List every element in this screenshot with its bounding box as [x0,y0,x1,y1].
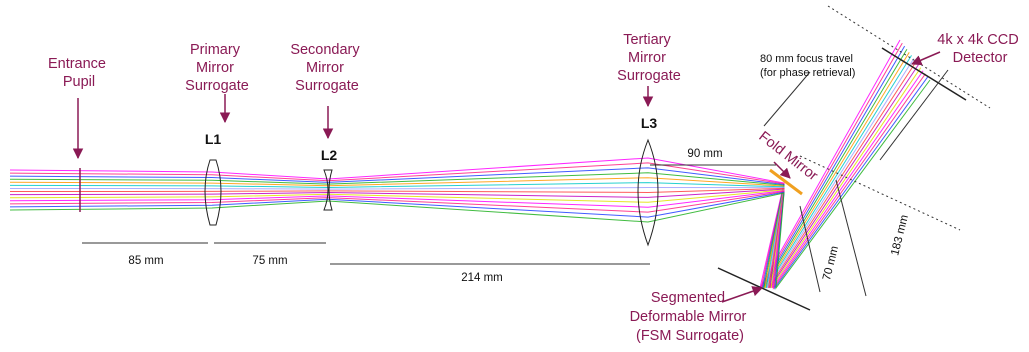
dimension-90mm: 90 mm [687,148,722,160]
focus-travel-dotted-top [827,5,991,109]
entrance-pupil-label: Entrance Pupil [48,56,110,90]
dimension-214mm: 214 mm [461,272,503,284]
lens-l1 [204,159,222,226]
focus-travel-label: 80 mm focus travel (for phase retrieval) [760,53,856,79]
ray [9,73,926,290]
fold-mirror [769,168,803,196]
dimension-75mm: 75 mm [252,255,287,267]
ray [9,52,910,289]
primary-mirror-surrogate-label: Primary Mirror Surrogate [185,42,249,94]
dimension-85mm: 85 mm [128,255,163,267]
tertiary-mirror-surrogate-label: Tertiary Mirror Surrogate [617,32,681,84]
lens-l3-label: L3 [641,115,658,131]
ray [9,58,915,289]
lens-l2 [323,169,333,211]
detector-label: 4k x 4k CCD Detector [937,32,1022,66]
ray [9,55,912,289]
lens-l2-label: L2 [321,147,338,163]
ray-bundle [9,39,931,290]
ray [9,48,908,289]
dimension-70mm: 70 mm [821,245,841,282]
ray [9,70,924,289]
callout-arrows [72,51,941,303]
dimension-lines [82,69,949,297]
focus-travel-bracket [763,71,811,127]
deformable-mirror-label: Segmented Deformable Mirror (FSM Surroga… [630,290,751,344]
focus-travel-dotted-bottom [799,155,961,231]
ray [9,76,929,290]
ray [9,64,919,289]
dimension-183mm: 183 mm [889,214,911,257]
deformable-mirror [717,267,811,311]
ray [9,67,922,289]
detector-plane [881,47,967,101]
ray [9,79,931,290]
lens-l3 [637,138,659,247]
secondary-mirror-surrogate-label: Secondary Mirror Surrogate [290,42,363,94]
ray [9,61,917,289]
lens-l1-label: L1 [205,131,222,147]
